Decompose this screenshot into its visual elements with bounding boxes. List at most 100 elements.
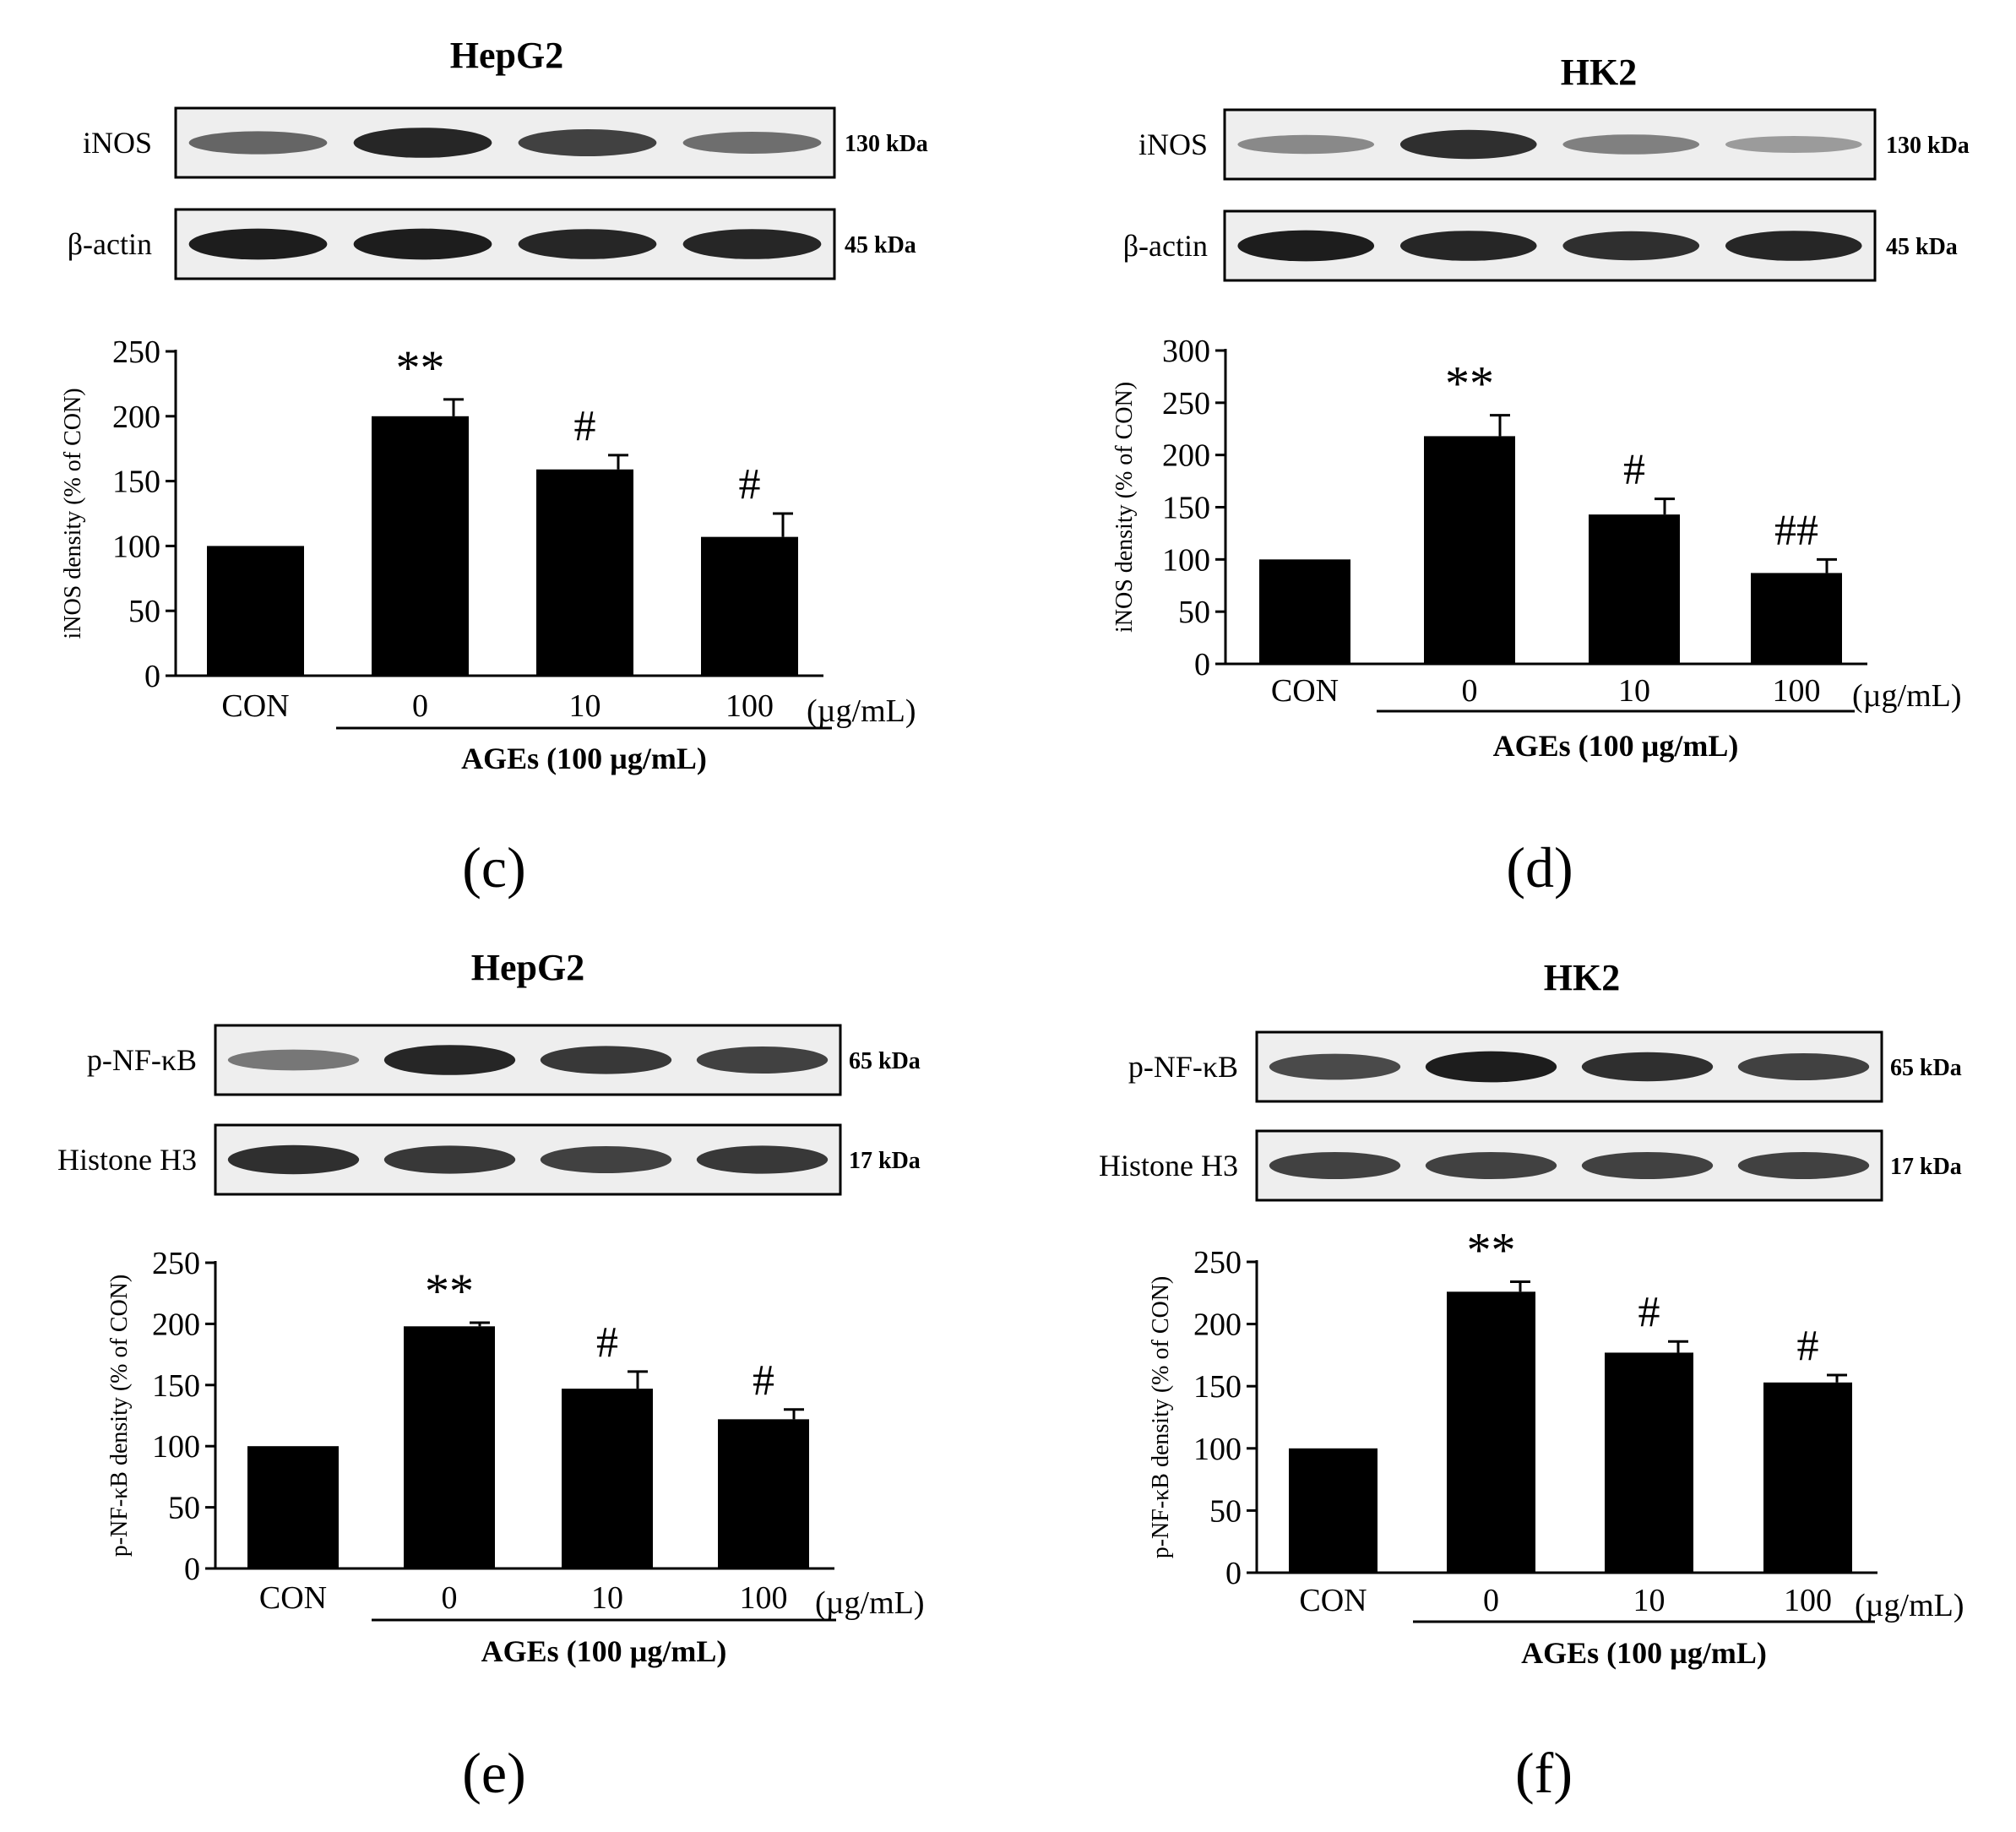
bar-CON	[1289, 1448, 1378, 1573]
bar-100	[718, 1419, 809, 1568]
blot-protein-label: β-actin	[1123, 229, 1208, 263]
y-tick-label: 0	[144, 659, 160, 694]
blot-band	[383, 1045, 516, 1075]
panel-f: HK2 p-NF-κB 65 kDa Histone H3 17 kDa 0 50 100 15…	[1008, 914, 2015, 1828]
y-tick-label: 50	[1178, 595, 1210, 630]
bar-0	[1447, 1291, 1535, 1573]
blot-band	[1425, 1152, 1557, 1179]
significance-mark: #	[1623, 446, 1645, 494]
blot-band	[540, 1046, 672, 1074]
panel-letter: (c)	[462, 835, 525, 900]
units-label: (µg/mL)	[807, 693, 916, 729]
blot-band	[353, 228, 492, 260]
blot-band	[1237, 134, 1375, 155]
significance-mark: #	[739, 460, 761, 508]
y-tick-label: 100	[1162, 542, 1210, 578]
y-tick-label: 0	[184, 1552, 200, 1587]
blot-band	[696, 1046, 829, 1074]
category-label: 10	[1618, 673, 1650, 709]
blot-band	[383, 1145, 516, 1174]
category-label: CON	[1299, 1583, 1367, 1618]
blot-size-label: 45 kDa	[845, 232, 916, 258]
blot-band	[682, 229, 822, 259]
y-tick-label: 100	[152, 1429, 200, 1465]
blot-protein-label: iNOS	[1138, 128, 1208, 161]
treatment-label: AGEs (100 µg/mL)	[481, 1634, 727, 1668]
category-label: 100	[1773, 673, 1821, 709]
y-tick-label: 100	[1193, 1432, 1242, 1467]
blot-band	[1725, 136, 1862, 153]
y-axis-label: iNOS density (% of CON)	[60, 388, 86, 639]
blot-size-label: 65 kDa	[1890, 1055, 1962, 1081]
blot-strip: β-actin 45 kDa	[1123, 209, 1958, 282]
blot-size-label: 17 kDa	[849, 1148, 921, 1174]
bar-100	[1763, 1382, 1852, 1573]
blot-band	[188, 228, 328, 260]
significance-mark: #	[574, 402, 596, 450]
y-tick-label: 250	[152, 1246, 200, 1281]
significance-mark: **	[425, 1264, 474, 1318]
blot-protein-label: iNOS	[83, 126, 152, 160]
blot-protein-label: β-actin	[68, 227, 152, 261]
significance-mark: ##	[1774, 506, 1818, 554]
blot-band	[1269, 1053, 1401, 1080]
significance-mark: **	[396, 340, 445, 395]
blot-strip: iNOS 130 kDa	[83, 106, 928, 179]
blot-size-label: 130 kDa	[845, 131, 928, 157]
significance-mark: #	[753, 1356, 774, 1405]
blot-band	[227, 1144, 360, 1175]
y-tick-label: 200	[1193, 1307, 1242, 1343]
category-label: 10	[1633, 1583, 1666, 1618]
y-tick-label: 50	[1209, 1493, 1242, 1529]
blot-size-label: 130 kDa	[1886, 133, 1970, 159]
bar-100	[701, 536, 798, 676]
blot-band	[518, 229, 657, 259]
category-label: 100	[1784, 1583, 1832, 1618]
y-axis-label: p-NF-κB density (% of CON)	[106, 1275, 133, 1557]
y-tick-label: 100	[112, 529, 160, 564]
y-tick-label: 50	[128, 594, 160, 629]
panel-d: HK2 iNOS 130 kDa β-actin 45 kDa 0 50 100 150 200 2…	[1008, 0, 2015, 914]
blot-band	[1269, 1152, 1401, 1179]
blot-size-label: 65 kDa	[849, 1048, 921, 1074]
panel-letter: (d)	[1506, 835, 1573, 900]
y-tick-label: 200	[1162, 438, 1210, 474]
y-axis-label: p-NF-κB density (% of CON)	[1148, 1276, 1174, 1559]
y-tick-label: 300	[1162, 334, 1210, 369]
blot-band	[518, 129, 657, 156]
bar-10	[562, 1389, 653, 1568]
category-label: CON	[1271, 673, 1339, 709]
blot-protein-label: p-NF-κB	[1128, 1050, 1238, 1084]
blot-band	[227, 1049, 360, 1071]
category-label: 10	[569, 688, 601, 724]
panel-c: HepG2 iNOS 130 kDa β-actin 45 kDa 0 50 100 150 20…	[0, 0, 1008, 914]
y-tick-label: 200	[152, 1307, 200, 1342]
category-label: 0	[442, 1580, 458, 1616]
blot-strip: iNOS 130 kDa	[1138, 108, 1970, 181]
y-tick-label: 0	[1194, 647, 1210, 682]
blot-band	[1737, 1053, 1870, 1080]
blot-strip: β-actin 45 kDa	[68, 208, 916, 280]
units-label: (µg/mL)	[815, 1585, 925, 1621]
y-tick-label: 150	[152, 1368, 200, 1404]
y-tick-label: 250	[112, 334, 160, 370]
bar-CON	[247, 1446, 339, 1568]
treatment-label: AGEs (100 µg/mL)	[1493, 729, 1739, 763]
bar-10	[536, 469, 633, 676]
panel-title: HepG2	[450, 35, 563, 76]
y-tick-label: 150	[1162, 491, 1210, 526]
significance-mark: #	[1797, 1322, 1819, 1370]
y-tick-label: 200	[112, 400, 160, 435]
bar-10	[1605, 1352, 1693, 1573]
y-tick-label: 250	[1193, 1245, 1242, 1280]
blot-band	[1581, 1152, 1714, 1179]
blot-band	[353, 128, 492, 158]
category-label: 0	[1483, 1583, 1499, 1618]
blot-strip: Histone H3 17 kDa	[57, 1123, 921, 1196]
blot-band	[1737, 1152, 1870, 1179]
